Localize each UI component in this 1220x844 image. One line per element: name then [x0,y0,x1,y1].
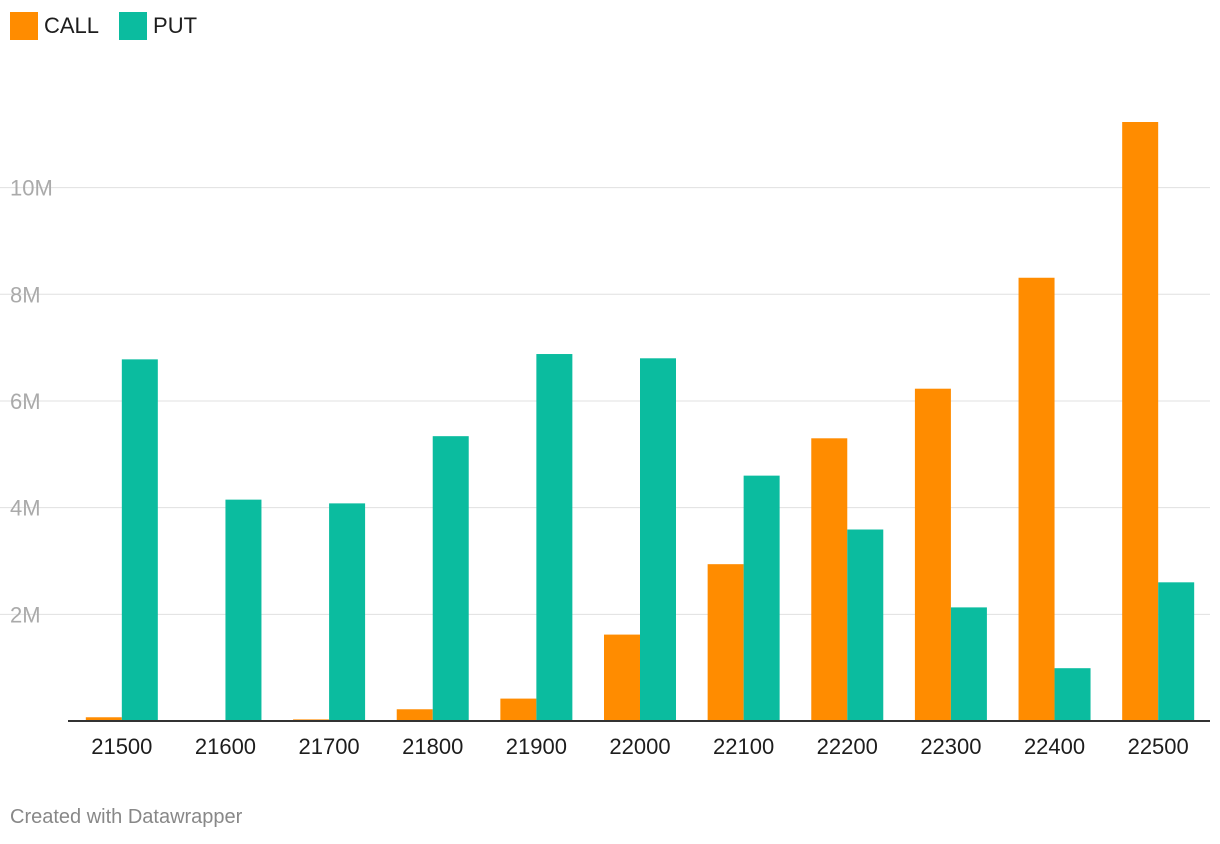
bar-call-21800 [396,709,433,721]
bar-put-21600 [225,499,262,721]
bar-put-22100 [743,475,780,721]
y-tick-label-10M: 10M [10,176,53,201]
bar-put-21700 [329,503,366,721]
x-tick-label-22300: 22300 [920,734,981,759]
x-axis-labels: 21500 21600 21700 21800 21900 22000 22100 22200… [91,734,1189,759]
x-tick-label-22100: 22100 [713,734,774,759]
legend-item-call: CALL [10,12,99,40]
bar-call-22300 [914,388,951,721]
y-tick-label-8M: 8M [10,282,41,307]
x-tick-label-21600: 21600 [195,734,256,759]
bar-call-22000 [604,634,640,721]
bar-put-22000 [640,358,676,721]
y-tick-label-4M: 4M [10,496,41,521]
x-tick-label-22000: 22000 [609,734,670,759]
legend: CALL PUT [10,12,217,40]
footer-credit: Created with Datawrapper [10,806,243,828]
x-tick-label-21900: 21900 [506,734,567,759]
legend-label-call: CALL [44,13,100,38]
x-tick-label-22500: 22500 [1128,734,1189,759]
x-tick-label-22200: 22200 [817,734,878,759]
bar-call-22500 [1122,122,1159,721]
bar-put-22300 [950,607,987,721]
legend-item-put: PUT [119,12,197,40]
bars [85,122,1195,721]
x-tick-label-21700: 21700 [298,734,359,759]
legend-label-put: PUT [153,13,198,38]
bar-call-21900 [500,698,537,721]
bar-call-22100 [707,564,744,721]
bar-call-21500 [85,717,122,721]
x-tick-label-22400: 22400 [1024,734,1085,759]
y-tick-label-6M: 6M [10,389,41,414]
y-tick-label-2M: 2M [10,602,41,627]
legend-swatch-put [119,12,148,40]
bar-call-22200 [811,438,848,721]
bar-put-21500 [121,359,158,721]
bar-put-21800 [432,436,469,721]
x-tick-label-21800: 21800 [402,734,463,759]
y-axis-labels: 2M 4M 6M 8M 10M [10,176,53,628]
legend-swatch-call [10,12,38,40]
bar-chart: 2M 4M 6M 8M 10M 21500 21600 21700 21800 21900 220… [0,122,1210,759]
bar-put-22400 [1054,668,1091,721]
bar-put-22200 [847,529,884,721]
gridlines [0,187,1210,615]
bar-put-21900 [536,354,573,721]
x-tick-label-21500: 21500 [91,734,152,759]
bar-call-22400 [1018,277,1055,721]
bar-put-22500 [1158,582,1195,721]
